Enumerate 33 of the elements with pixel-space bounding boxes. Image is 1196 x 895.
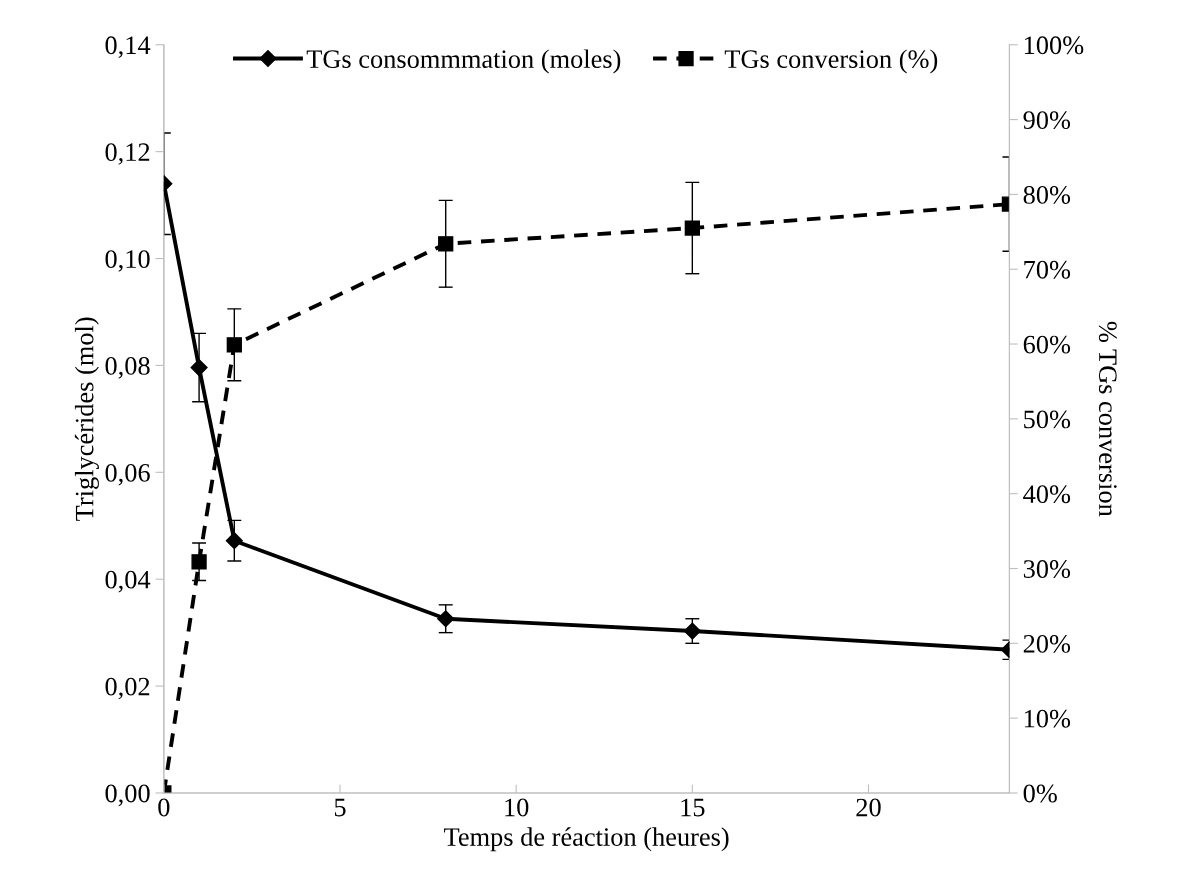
- y-tick-label: 0,02: [105, 677, 150, 700]
- x-tick-label: 10: [505, 798, 529, 817]
- x-axis-title: Temps de réaction (heures): [444, 827, 729, 852]
- y-tick-label: 0,10: [105, 250, 150, 272]
- y2-tick-label: 90%: [1023, 111, 1071, 130]
- y2-tick-label: 30%: [1023, 560, 1071, 579]
- y-tick-label: 0,12: [105, 143, 150, 165]
- y2-tick-label: 10%: [1024, 709, 1071, 728]
- y2-tick-label: 80%: [1023, 186, 1071, 204]
- x-tick-label: 20: [856, 798, 881, 817]
- y-tick-label: 0,14: [105, 36, 151, 58]
- y-tick-label: 0,00: [105, 784, 150, 807]
- x-tick-label: 15: [681, 798, 705, 817]
- y2-tick-label: 60%: [1023, 335, 1071, 354]
- y2-axis-title: % TGs conversion: [1098, 321, 1117, 517]
- y2-tick-label: 100%: [1024, 36, 1084, 55]
- y2-tick-label: 50%: [1024, 410, 1071, 429]
- x-tick-label: 5: [334, 798, 346, 817]
- y2-tick-label: 0%: [1023, 784, 1057, 803]
- point: [438, 236, 454, 252]
- y-tick-label: 0,08: [105, 357, 150, 379]
- y-tick-label: 0,06: [105, 463, 150, 486]
- y2-tick-label: 20%: [1023, 634, 1071, 653]
- y2-tick-label: 70%: [1024, 260, 1071, 279]
- point: [683, 622, 701, 640]
- y-axis-title: Triglycérides (mol): [74, 317, 99, 521]
- legend-label: TGs conversion (%): [724, 49, 938, 74]
- point: [684, 220, 700, 236]
- x-tick-label: 0: [158, 798, 170, 817]
- y2-tick-label: 40%: [1023, 485, 1071, 504]
- y-tick-label: 0,04: [105, 570, 151, 593]
- legend-label: TGs consommmation (moles): [306, 49, 621, 74]
- point: [437, 610, 455, 628]
